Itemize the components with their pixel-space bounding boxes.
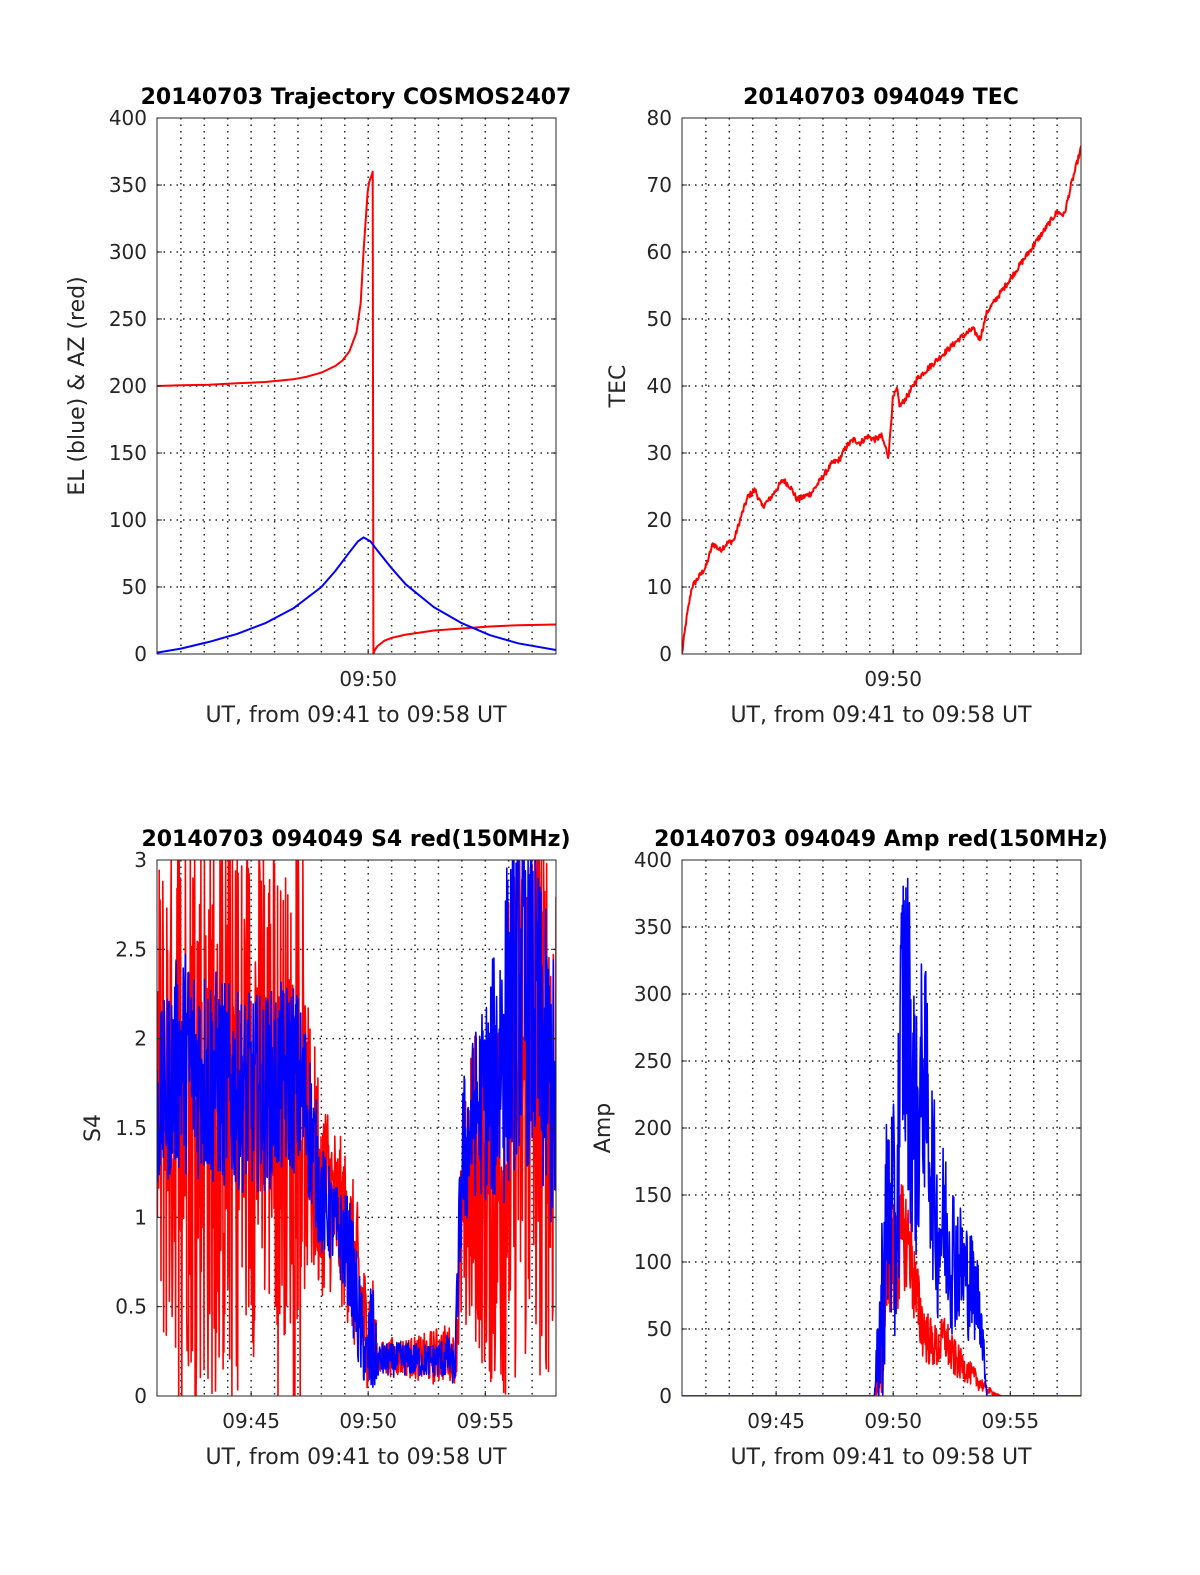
series-line-s4blue: [157, 860, 556, 1388]
x-tick-label: 09:50: [339, 667, 397, 691]
y-tick-label: 60: [647, 240, 672, 264]
y-tick-label: 250: [109, 307, 147, 331]
panel-trajectory: 20140703 Trajectory COSMOS2407 0 50 100 150…: [65, 85, 571, 728]
series-line-el: [157, 536, 556, 654]
y-tick-label: 400: [109, 106, 147, 130]
series-group: [682, 877, 1081, 1396]
x-tick-label: 09:55: [457, 1409, 515, 1433]
series-group: [157, 170, 556, 654]
y-tick-label: 0: [659, 1384, 672, 1408]
series-group: [157, 860, 556, 1396]
grid-lines: [682, 118, 1081, 654]
x-axis-label: UT, from 09:41 to 09:58 UT: [730, 703, 1032, 728]
y-tick-label: 0.5: [115, 1295, 147, 1319]
y-tick-label: 200: [109, 374, 147, 398]
axis-ticks: 0 50 100 150 200 250 300 350 400 09:45 09:50 09:55: [634, 848, 1081, 1433]
y-tick-label: 250: [634, 1049, 672, 1073]
axis-ticks: 0 0.5 1 1.5 2 2.5 3 09:45 09:50 09:55: [115, 848, 556, 1433]
y-tick-label: 150: [109, 441, 147, 465]
x-tick-label: 09:45: [747, 1409, 805, 1433]
y-tick-label: 2.5: [115, 937, 147, 961]
panel-title: 20140703 094049 TEC: [743, 85, 1019, 110]
y-tick-label: 20: [647, 508, 672, 532]
y-tick-label: 300: [634, 982, 672, 1006]
x-tick-label: 09:45: [222, 1409, 280, 1433]
x-tick-label: 09:55: [982, 1409, 1040, 1433]
x-tick-label: 09:50: [864, 667, 922, 691]
y-tick-label: 70: [647, 173, 672, 197]
y-tick-label: 10: [647, 575, 672, 599]
y-tick-label: 150: [634, 1183, 672, 1207]
y-axis-label: S4: [81, 1114, 106, 1142]
grid-lines: [157, 118, 556, 654]
series-line-tec: [682, 145, 1081, 654]
y-tick-label: 1.5: [115, 1116, 147, 1140]
panel-title: 20140703 094049 S4 red(150MHz): [141, 827, 570, 852]
panel-amp: 20140703 094049 Amp red(150MHz) 0 50 100 15…: [591, 827, 1108, 1470]
y-tick-label: 50: [647, 307, 672, 331]
x-axis-label: UT, from 09:41 to 09:58 UT: [205, 703, 507, 728]
y-tick-label: 30: [647, 441, 672, 465]
panel-s4: 20140703 094049 S4 red(150MHz) 0 0.5 1 1.5 2…: [81, 827, 571, 1470]
axis-ticks: 0 10 20 30 40 50 60 70 80 09:50: [647, 106, 1081, 691]
y-tick-label: 50: [122, 575, 147, 599]
x-axis-label: UT, from 09:41 to 09:58 UT: [730, 1445, 1032, 1470]
axis-ticks: 0 50 100 150 200 250 300 350 400 09:50: [109, 106, 556, 691]
x-tick-label: 09:50: [339, 1409, 397, 1433]
y-tick-label: 2: [134, 1027, 147, 1051]
y-tick-label: 3: [134, 848, 147, 872]
y-tick-label: 0: [659, 642, 672, 666]
y-tick-label: 400: [634, 848, 672, 872]
y-tick-label: 0: [134, 1384, 147, 1408]
y-tick-label: 350: [109, 173, 147, 197]
y-tick-label: 0: [134, 642, 147, 666]
panel-title: 20140703 094049 Amp red(150MHz): [654, 827, 1108, 852]
x-axis-label: UT, from 09:41 to 09:58 UT: [205, 1445, 507, 1470]
panel-tec: 20140703 094049 TEC 0 10 20 30 40 50 60 70 80 09:…: [606, 85, 1082, 728]
series-line-az: [157, 170, 556, 654]
y-axis-label: EL (blue) & AZ (red): [65, 276, 90, 495]
y-tick-label: 100: [109, 508, 147, 532]
y-tick-label: 100: [634, 1250, 672, 1274]
y-axis-label: TEC: [606, 365, 631, 409]
series-line-s4red: [157, 860, 556, 1396]
y-tick-label: 40: [647, 374, 672, 398]
series-group: [682, 145, 1081, 654]
y-tick-label: 300: [109, 240, 147, 264]
series-line-ampblue: [682, 877, 1081, 1396]
y-tick-label: 350: [634, 915, 672, 939]
y-tick-label: 200: [634, 1116, 672, 1140]
y-axis-label: Amp: [591, 1103, 616, 1153]
x-tick-label: 09:50: [864, 1409, 922, 1433]
series-line-ampred: [682, 1184, 1081, 1396]
y-tick-label: 80: [647, 106, 672, 130]
panel-title: 20140703 Trajectory COSMOS2407: [141, 85, 572, 110]
y-tick-label: 50: [647, 1317, 672, 1341]
y-tick-label: 1: [134, 1205, 147, 1229]
